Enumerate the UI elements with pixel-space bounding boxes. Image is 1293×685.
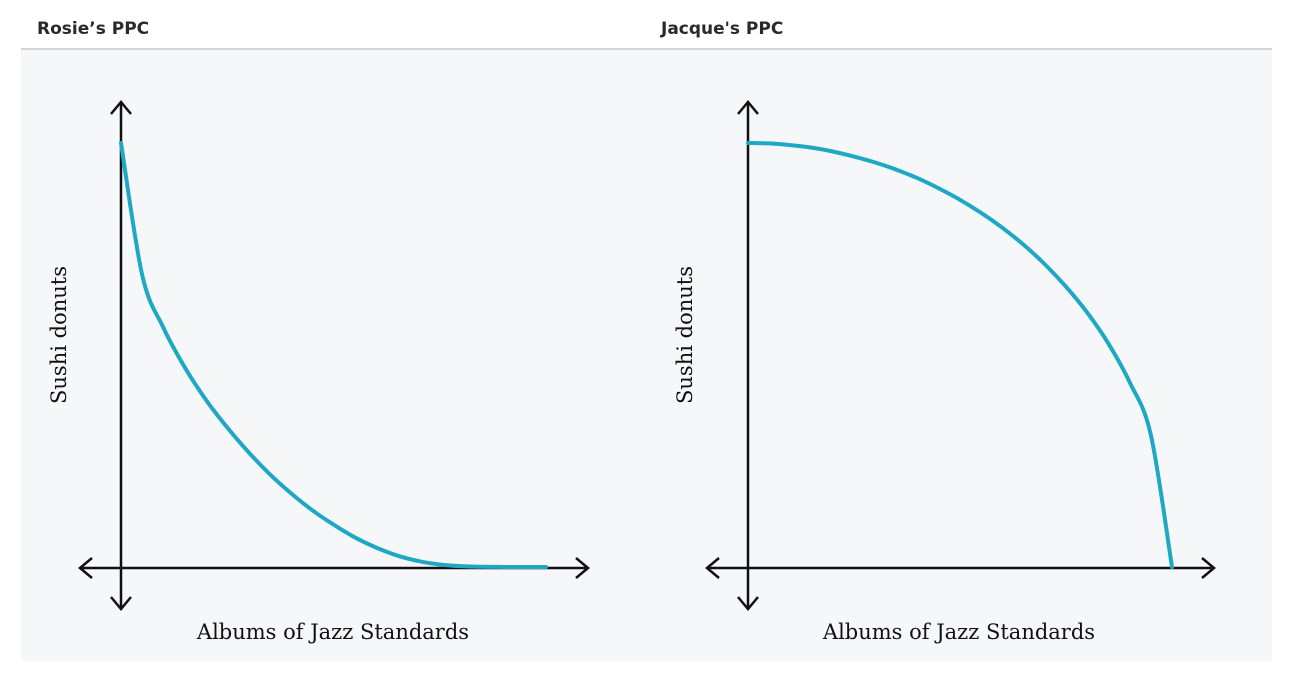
rosie-ppc-curve: [119, 141, 548, 570]
panel-title-rosie: Rosie’s PPC: [37, 19, 150, 39]
rosie-y-axis-label: Sushi donuts: [47, 266, 71, 404]
panel-title-jacque: Jacque's PPC: [661, 19, 784, 39]
jacque-y-axis: [737, 100, 759, 611]
jacque-ppc-curve: [746, 141, 1174, 569]
panel-header-bar: Rosie’s PPC Jacque's PPC: [21, 0, 1272, 50]
chart-jacque: Albums of Jazz Standards Sushi donuts: [673, 100, 1216, 644]
ppc-charts: Albums of Jazz Standards Sushi donuts Al…: [47, 100, 1216, 644]
rosie-x-axis-label: Albums of Jazz Standards: [196, 620, 469, 644]
rosie-y-axis: [110, 100, 132, 611]
jacque-x-axis-label: Albums of Jazz Standards: [822, 620, 1095, 644]
plot-area: Albums of Jazz Standards Sushi donuts Al…: [21, 50, 1272, 661]
jacque-x-axis: [705, 557, 1216, 579]
jacque-y-axis-label: Sushi donuts: [673, 266, 697, 404]
chart-rosie: Albums of Jazz Standards Sushi donuts: [47, 100, 590, 644]
